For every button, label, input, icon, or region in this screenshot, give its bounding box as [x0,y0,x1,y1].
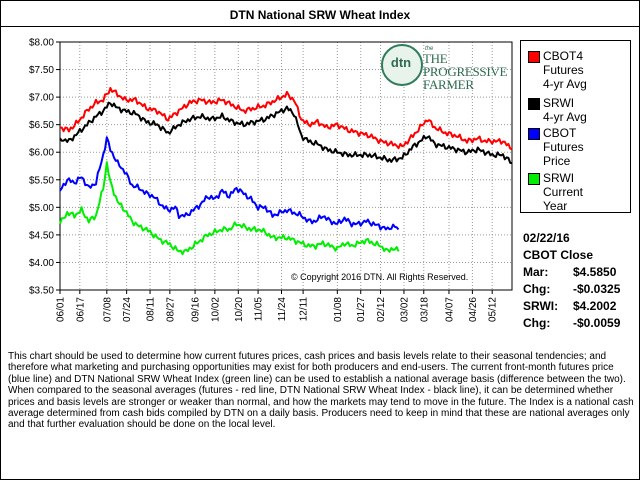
chart-title: DTN National SRW Wheat Index [229,8,411,22]
legend-swatch [528,173,540,185]
legend-label-line: CBOT4 [543,49,584,63]
x-tick-label: 12/11 [299,297,310,322]
legend-label-line: Year [543,199,568,213]
legend-label-line: SRWI [543,96,575,110]
chg1-label: Chg: [523,282,551,296]
copyright-notice: © Copyright 2016 DTN. All Rights Reserve… [291,272,469,282]
y-tick-label: $8.00 [29,38,54,49]
x-tick-label: 09/16 [191,297,202,322]
series-line-cbot4-futures-4-yr-avg [59,87,513,151]
x-tick-label: 01/08 [333,297,344,322]
y-tick-label: $3.50 [29,286,54,297]
x-tick-label: 10/02 [210,297,221,322]
y-tick-label: $5.00 [29,203,54,214]
chg2-label: Chg: [523,316,551,330]
legend-swatch [528,98,540,110]
x-tick-label: 01/27 [356,297,367,322]
x-tick-label: 03/02 [399,297,410,322]
y-tick-label: $7.50 [29,65,54,76]
chart-canvas: $8.00 $7.50 $7.00 $6.50 $6.00 $5.50 $5.00 $4.50… [29,38,513,322]
summary-heading: CBOT Close [523,248,594,262]
summary-mar-row: Mar: $4.5850 [523,265,635,282]
x-tick-label: 03/18 [419,297,430,322]
series-line-srwi-current-year [59,161,400,256]
y-tick-label: $6.50 [29,120,54,131]
legend-label: SRWI Current Year [543,171,631,213]
x-tick-label: 10/20 [234,297,245,322]
logo-small-text: the [425,46,434,52]
legend-label-line: Futures [543,63,584,77]
cbot-close-summary: 02/22/16 CBOT Close Mar: $4.5850 Chg: -$… [523,231,635,333]
x-tick-label: 07/24 [122,297,133,322]
y-tick-label: $7.00 [29,93,54,104]
y-tick-label: $4.50 [29,230,54,241]
x-tick-label: 04/07 [444,297,455,322]
mar-label: Mar: [523,265,549,279]
x-tick-label: 06/17 [75,297,86,322]
legend-label-line: SRWI [543,171,575,185]
x-tick-label: 11/05 [254,297,265,322]
dtn-progressive-farmer-logo: dtn the THE PROGRESSIVE FARMER [381,44,511,91]
legend-label-line: Price [543,154,571,168]
x-tick-label: 06/01 [56,297,67,322]
legend-swatch [528,128,540,140]
series-line-cbot-futures-price [59,136,400,231]
x-tick-label: 02/12 [376,297,387,322]
x-tick-label: 07/08 [102,297,113,322]
legend-label: SRWI 4-yr Avg [543,96,631,124]
legend-label-line: 4-yr Avg [543,110,587,124]
x-tick-label: 08/27 [165,297,176,322]
legend-label-line: Futures [543,140,584,154]
plot-area-border [59,41,513,291]
summary-date: 02/22/16 [523,231,570,245]
dtn-logo-text: dtn [390,55,412,70]
series-line-srwi-4-yr-avg [59,101,513,165]
dtn-logo-circle [381,44,423,86]
legend-label-line: 4-yr Avg [543,77,587,91]
chg2-value: -$0.0059 [573,316,621,330]
y-tick-label: $4.00 [29,258,54,269]
legend-swatch [528,51,540,63]
legend-label: CBOT4 Futures 4-yr Avg [543,49,631,91]
x-tick-label: 05/12 [488,297,499,322]
srwi-value: $4.2002 [573,299,617,313]
x-tick-label: 08/11 [146,297,157,322]
title-divider [0,26,640,27]
chg1-value: -$0.0325 [573,282,621,296]
legend-label-line: CBOT [543,126,577,140]
srwi-label: SRWI: [523,299,559,313]
y-tick-label: $5.50 [29,175,54,186]
legend: CBOT4 Futures 4-yr Avg SRWI 4-yr Avg CBO… [520,40,631,213]
summary-srwi-row: SRWI: $4.2002 [523,299,635,316]
x-tick-label: 04/26 [468,297,479,322]
mar-value: $4.5850 [573,265,617,279]
y-tick-label: $6.00 [29,148,54,159]
x-tick-label: 11/24 [277,297,288,322]
summary-chg2-row: Chg: -$0.0059 [523,316,635,333]
chart-description: This chart should be used to determine h… [8,351,634,431]
progressive-farmer-text: THE PROGRESSIVE FARMER [423,51,508,92]
summary-chg1-row: Chg: -$0.0325 [523,282,635,299]
legend-label-line: Current [543,185,584,199]
legend-label: CBOT Futures Price [543,126,631,168]
